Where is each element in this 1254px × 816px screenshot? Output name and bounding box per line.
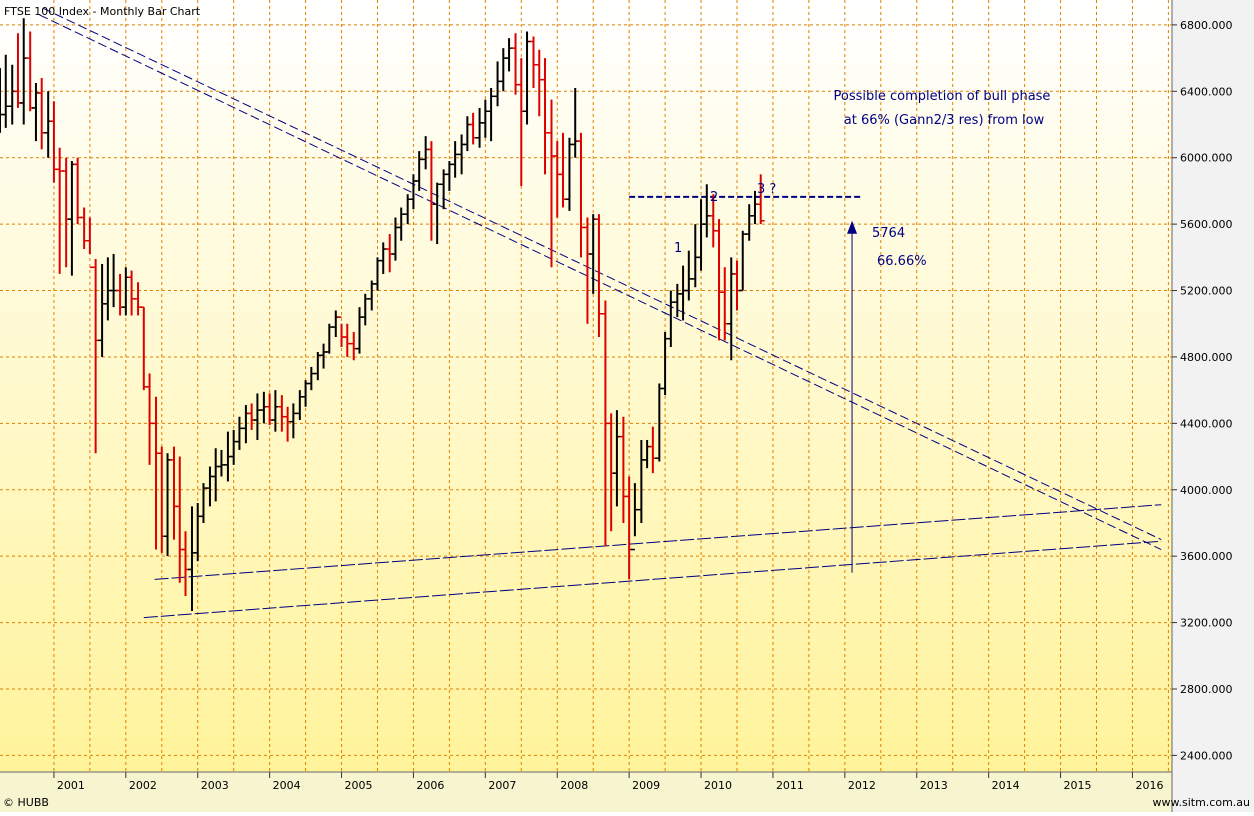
y-tick-label: 2400.000 [1180, 749, 1233, 762]
x-tick-label: 2007 [488, 779, 516, 792]
x-tick-label: 2010 [704, 779, 732, 792]
wave-2-label: 2 [710, 190, 718, 205]
x-tick-label: 2011 [776, 779, 804, 792]
x-tick-label: 2016 [1135, 779, 1163, 792]
credit-right: www.sitm.com.au [1153, 796, 1251, 809]
y-tick-label: 4400.000 [1180, 417, 1233, 430]
y-tick-label: 6000.000 [1180, 152, 1233, 165]
y-tick-label: 4800.000 [1180, 351, 1233, 364]
retracement-arrow-head [847, 220, 858, 234]
x-tick-label: 2008 [560, 779, 588, 792]
x-tick-label: 2015 [1064, 779, 1092, 792]
chart-title: FTSE 100 Index - Monthly Bar Chart [4, 5, 201, 18]
x-tick-label: 2001 [57, 779, 85, 792]
note-line-1: Possible completion of bull phase [834, 89, 1051, 104]
y-tick-label: 2800.000 [1180, 683, 1233, 696]
resistance-line-inner [39, 14, 1162, 550]
y-tick-label: 3600.000 [1180, 550, 1233, 563]
y-tick-label: 5600.000 [1180, 218, 1233, 231]
plot-background [0, 0, 1172, 772]
x-tick-label: 2006 [416, 779, 444, 792]
y-tick-label: 5200.000 [1180, 285, 1233, 298]
x-tick-label: 2009 [632, 779, 660, 792]
x-tick-label: 2002 [129, 779, 157, 792]
x-tick-label: 2003 [201, 779, 229, 792]
x-tick-label: 2012 [848, 779, 876, 792]
x-tick-label: 2013 [920, 779, 948, 792]
x-tick-label: 2004 [273, 779, 301, 792]
support-line-1 [154, 504, 1162, 580]
y-tick-label: 3200.000 [1180, 617, 1233, 630]
x-tick-label: 2005 [345, 779, 373, 792]
wave-3-label: 3 ? [757, 182, 776, 197]
credit-left: © HUBB [3, 796, 49, 809]
ohlc-bar [756, 174, 765, 225]
note-line-2: at 66% (Gann2/3 res) from low [844, 113, 1045, 128]
right-axis-panel [1172, 0, 1254, 812]
y-tick-label: 6800.000 [1180, 19, 1233, 32]
support-line-2 [143, 540, 1162, 619]
level-pct-label: 66.66% [877, 254, 927, 269]
y-tick-label: 4000.000 [1180, 484, 1233, 497]
x-tick-label: 2014 [992, 779, 1020, 792]
level-value-label: 5764 [872, 226, 905, 241]
wave-1-label: 1 [674, 241, 682, 256]
bottom-axis-panel [0, 772, 1172, 812]
y-tick-label: 6400.000 [1180, 85, 1233, 98]
resistance-line-outer [42, 7, 1162, 541]
